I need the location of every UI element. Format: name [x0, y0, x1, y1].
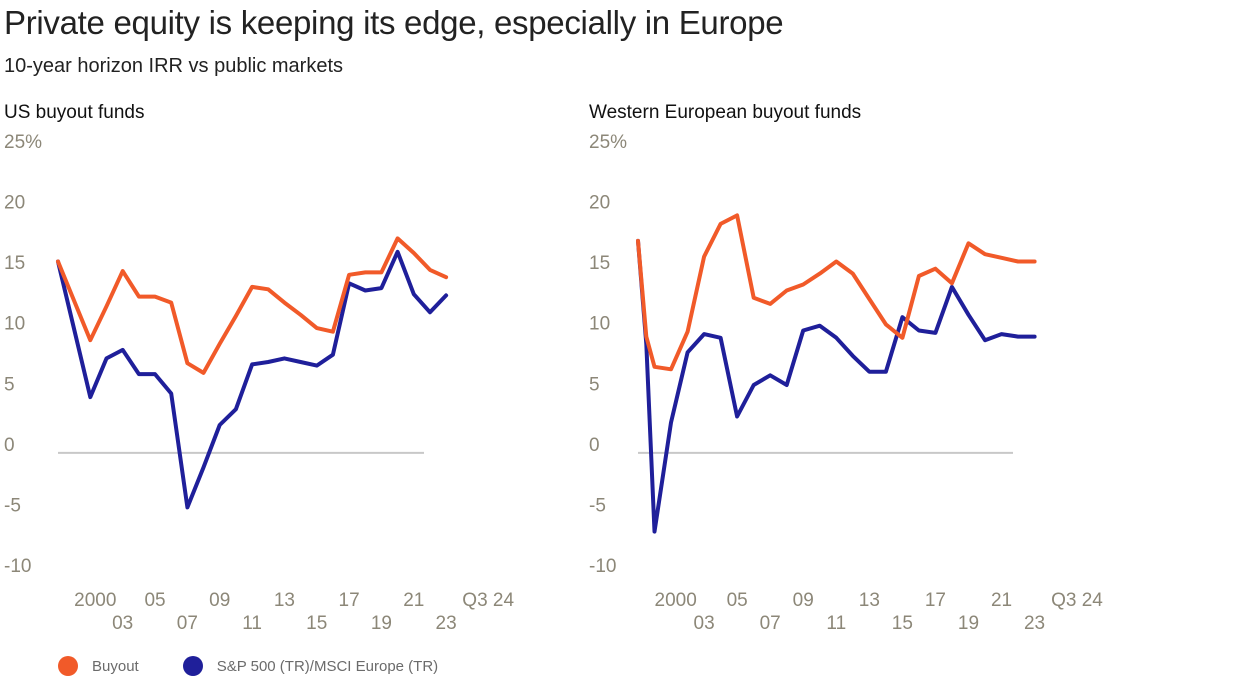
series-line-buyout — [56, 236, 449, 375]
y-tick-label: -5 — [4, 495, 21, 516]
y-tick-label: 0 — [4, 435, 15, 456]
y-tick-label: 20 — [589, 193, 610, 214]
legend-item-public: S&P 500 (TR)/MSCI Europe (TR) — [182, 656, 439, 676]
y-tick-label: -10 — [589, 556, 616, 577]
legend-label-buyout: Buyout — [92, 657, 139, 675]
legend: Buyout S&P 500 (TR)/MSCI Europe (TR) — [58, 656, 482, 676]
x-tick-label: 23 — [1024, 613, 1045, 634]
x-tick-label: 17 — [339, 590, 360, 611]
chart-subtitle: 10-year horizon IRR vs public markets — [4, 55, 344, 77]
x-tick-label: 19 — [958, 613, 979, 634]
legend-item-buyout: Buyout — [58, 656, 139, 676]
x-tick-label: 07 — [760, 613, 781, 634]
y-tick-label: 20 — [4, 193, 25, 214]
y-tick-label: 0 — [589, 435, 600, 456]
y-tick-label: 10 — [589, 314, 610, 335]
series-line-public — [56, 249, 449, 510]
legend-label-public: S&P 500 (TR)/MSCI Europe (TR) — [216, 657, 439, 675]
y-tick-label: 25% — [589, 132, 627, 153]
x-tick-label: Q3 24 — [1051, 590, 1103, 611]
x-tick-label: 21 — [991, 590, 1012, 611]
y-tick-label: 5 — [589, 374, 600, 395]
series-line-buyout — [636, 213, 1037, 372]
panel-title: Western European buyout funds — [589, 102, 861, 123]
x-tick-label: 21 — [403, 590, 424, 611]
x-tick-label: 09 — [209, 590, 230, 611]
y-tick-label: 5 — [4, 374, 15, 395]
y-tick-label: -5 — [589, 495, 606, 516]
series-line-public — [636, 238, 1037, 534]
x-tick-label: 23 — [436, 613, 457, 634]
x-tick-label: 13 — [274, 590, 295, 611]
x-tick-label: 15 — [892, 613, 913, 634]
chart-panel-2: Western European buyout funds 25% 20 15 10 5 0… — [589, 102, 1103, 634]
x-tick-label: 11 — [826, 613, 846, 634]
panel-title: US buyout funds — [4, 102, 144, 123]
y-tick-label: 25% — [4, 132, 42, 153]
x-tick-label: 05 — [727, 590, 748, 611]
x-tick-label: 03 — [694, 613, 715, 634]
x-tick-label: 2000 — [74, 590, 116, 611]
y-tick-label: -10 — [4, 556, 31, 577]
x-tick-label: 03 — [112, 613, 133, 634]
x-tick-label: 13 — [859, 590, 880, 611]
legend-swatch-buyout — [58, 656, 78, 676]
x-tick-label: Q3 24 — [462, 590, 514, 611]
x-tick-label: 2000 — [655, 590, 697, 611]
chart-title: Private equity is keeping its edge, espe… — [4, 4, 784, 41]
x-tick-label: 11 — [242, 613, 262, 634]
legend-swatch-public — [182, 656, 203, 676]
y-tick-label: 15 — [4, 253, 25, 274]
y-tick-label: 10 — [4, 314, 25, 335]
x-tick-label: 19 — [371, 613, 392, 634]
x-tick-label: 05 — [144, 590, 165, 611]
x-tick-label: 07 — [177, 613, 198, 634]
x-tick-label: 09 — [793, 590, 814, 611]
x-tick-label: 17 — [925, 590, 946, 611]
y-tick-label: 15 — [589, 253, 610, 274]
x-tick-label: 15 — [306, 613, 327, 634]
